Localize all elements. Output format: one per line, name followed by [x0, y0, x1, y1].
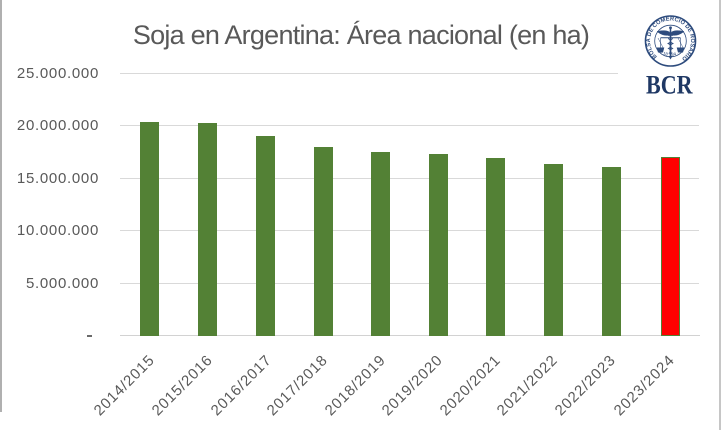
svg-text:BCR: BCR — [646, 70, 693, 100]
